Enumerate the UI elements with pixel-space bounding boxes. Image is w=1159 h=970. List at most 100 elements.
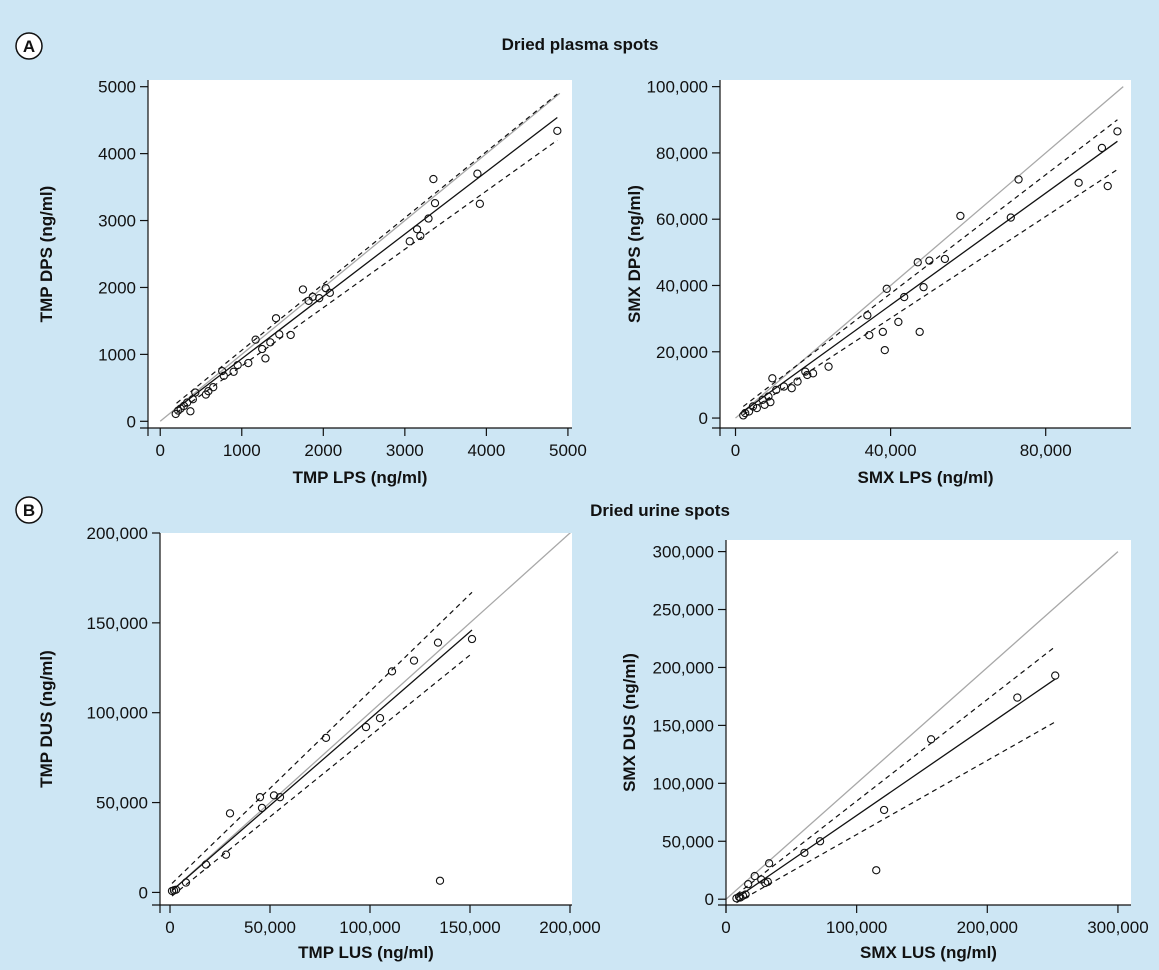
y-tick-label: 200,000 [87, 524, 148, 543]
data-point [1097, 143, 1107, 153]
y-tick-label: 250,000 [653, 601, 714, 620]
x-tick-label: 100,000 [826, 918, 887, 937]
data-point [186, 407, 195, 416]
x-tick-label: 4000 [467, 441, 505, 460]
data-point [808, 369, 818, 378]
data-point [1013, 693, 1022, 702]
data-point [1113, 127, 1122, 136]
data-point [244, 358, 253, 368]
plot-tmp-plasma: 0 1000 2000 3000 4000 5000 0 1000 2000 3000 4000 50… [37, 78, 587, 487]
x-tick-label: 50,000 [244, 918, 296, 937]
data-point [739, 411, 748, 420]
data-point [171, 885, 181, 894]
plot-contents [167, 533, 571, 897]
data-point [915, 327, 924, 337]
x-tick-label: 3000 [386, 441, 424, 460]
data-point [913, 258, 922, 267]
data-point [174, 406, 183, 415]
data-point [894, 317, 903, 327]
data-point [405, 237, 414, 246]
fit-line [176, 116, 558, 410]
data-point [800, 848, 809, 858]
data-point [424, 214, 433, 223]
data-point [779, 382, 789, 391]
x-axis-label: TMP LUS (ng/ml) [298, 943, 434, 962]
ci-upper-line [176, 93, 558, 404]
data-point [321, 283, 330, 293]
data-point [940, 254, 950, 264]
y-tick-label: 1000 [98, 345, 136, 364]
data-point [1051, 671, 1060, 680]
data-point [764, 859, 774, 868]
y-tick-label: 5000 [98, 78, 136, 97]
x-tick-label: 200,000 [539, 918, 600, 937]
data-point [233, 360, 242, 370]
panel-a-title: Dried plasma spots [502, 35, 659, 54]
x-tick-label: 2000 [304, 441, 342, 460]
data-point [741, 408, 750, 418]
data-point [433, 638, 443, 647]
panel-b-title: Dried urine spots [590, 501, 730, 520]
data-point [793, 377, 802, 386]
badge-b: B [15, 496, 43, 524]
x-axis-label: SMX LUS (ng/ml) [860, 943, 997, 962]
data-point [878, 327, 887, 337]
x-tick-label: 80,000 [1020, 441, 1072, 460]
plot-contents [159, 92, 562, 422]
data-point [865, 331, 874, 340]
badge-a-circle [15, 32, 43, 60]
plot-smx-plasma: 0 40,000 80,000 0 20,000 40,000 60,000 80,000 10… [625, 78, 1131, 487]
data-point [315, 294, 324, 303]
data-point [271, 314, 281, 323]
data-point [475, 199, 485, 208]
data-point [361, 722, 371, 732]
y-tick-label: 150,000 [87, 614, 148, 633]
ci-lower-line [736, 721, 1056, 904]
y-tick-label: 0 [139, 883, 148, 902]
fit-line [736, 678, 1056, 899]
data-point [766, 397, 775, 407]
data-point [787, 384, 796, 393]
data-point [435, 876, 445, 885]
plot-contents [735, 86, 1124, 420]
data-point [286, 330, 295, 340]
data-point [553, 126, 562, 136]
data-point [255, 793, 265, 802]
data-point [204, 387, 213, 396]
data-point [251, 335, 260, 344]
data-point [956, 211, 965, 221]
data-point [298, 285, 308, 294]
y-axis-label: TMP DPS (ng/ml) [37, 186, 56, 323]
data-point [772, 385, 781, 395]
x-tick-label: 200,000 [957, 918, 1018, 937]
data-point [926, 735, 936, 744]
data-point [919, 282, 928, 292]
data-point [258, 344, 267, 354]
y-tick-label: 3000 [98, 212, 136, 231]
y-tick-label: 0 [705, 890, 714, 909]
x-tick-label: 40,000 [865, 441, 917, 460]
data-point [748, 402, 758, 411]
data-point [900, 292, 909, 302]
y-tick-label: 50,000 [662, 832, 714, 851]
data-point [409, 656, 419, 665]
data-point [750, 871, 759, 881]
data-point [375, 713, 385, 723]
data-point [824, 362, 833, 371]
data-point [275, 330, 284, 339]
x-tick-label: 150,000 [439, 918, 500, 937]
data-point [872, 866, 881, 875]
y-tick-label: 80,000 [656, 144, 708, 163]
data-point [880, 345, 889, 355]
identity-line [735, 86, 1124, 419]
ci-upper-line [736, 646, 1056, 896]
identity-line [169, 533, 571, 893]
fit-line [171, 629, 473, 892]
data-point [764, 392, 773, 401]
y-tick-label: 0 [127, 412, 136, 431]
data-point [1074, 178, 1083, 187]
data-point [275, 793, 285, 802]
data-point [429, 174, 438, 184]
